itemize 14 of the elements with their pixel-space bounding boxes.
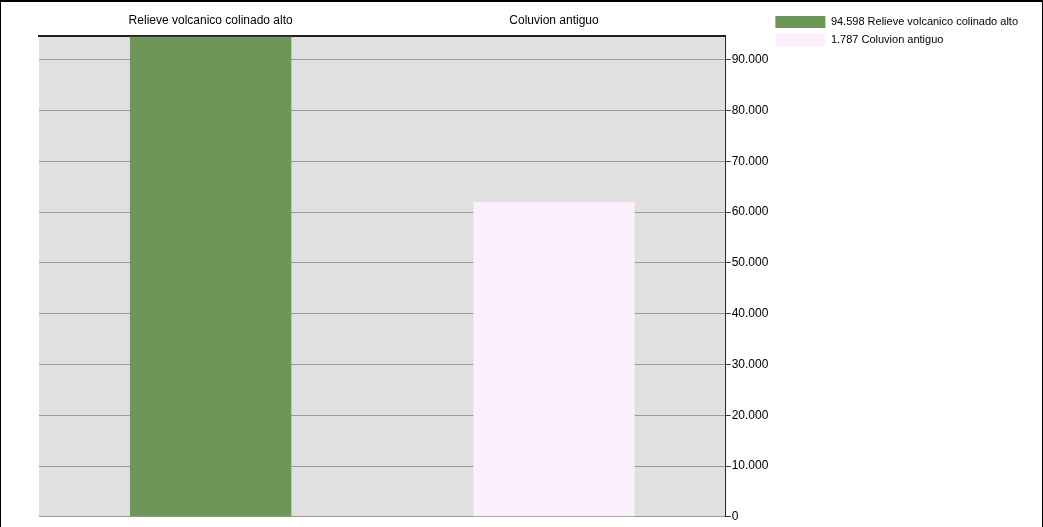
y-tick-label: 70.000 [731, 153, 769, 168]
y-tick-label: 50.000 [731, 255, 769, 270]
legend-label: 1.787 Coluvion antiguo [830, 33, 944, 46]
y-tick-label: 40.000 [731, 305, 769, 320]
y-tick-label: 90.000 [731, 52, 769, 67]
y-tick-label: 20.000 [731, 407, 769, 422]
x-tick-label: Relieve volcanico colinado alto [128, 12, 294, 27]
legend-label: 94.598 Relieve volcanico colinado alto [830, 15, 1018, 28]
x-tick-label: Coluvion antiguo [509, 12, 600, 27]
y-tick-label: 80.000 [731, 102, 769, 117]
y-tick-label: 0 [731, 509, 739, 524]
y-tick-label: 30.000 [731, 356, 769, 371]
y-tick-label: 10.000 [731, 458, 769, 473]
y-tick-label: 60.000 [731, 204, 769, 219]
